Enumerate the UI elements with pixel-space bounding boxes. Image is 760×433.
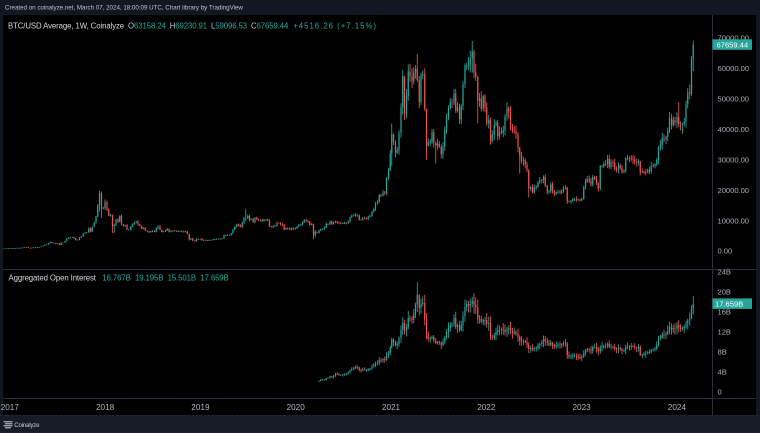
- svg-text:50000.00: 50000.00: [718, 95, 750, 104]
- svg-text:70000.00: 70000.00: [718, 34, 750, 43]
- svg-text:40000.00: 40000.00: [718, 125, 750, 134]
- svg-text:12B: 12B: [718, 328, 731, 337]
- svg-text:2022: 2022: [477, 403, 496, 412]
- svg-text:2020: 2020: [287, 403, 306, 412]
- svg-text:2018: 2018: [96, 403, 115, 412]
- svg-text:2021: 2021: [382, 403, 401, 412]
- svg-text:16B: 16B: [718, 308, 731, 317]
- svg-text:Coinalyze: Coinalyze: [14, 423, 40, 429]
- svg-text:67659.44: 67659.44: [717, 40, 749, 49]
- svg-text:2024: 2024: [668, 403, 687, 412]
- svg-text:2023: 2023: [572, 403, 591, 412]
- svg-text:0: 0: [718, 388, 722, 397]
- svg-text:20B: 20B: [718, 288, 731, 297]
- svg-text:8B: 8B: [718, 348, 727, 357]
- svg-text:24B: 24B: [718, 268, 731, 277]
- svg-text:20000.00: 20000.00: [718, 186, 750, 195]
- svg-text:BTC/USD Average, 1W, Coinalyze: BTC/USD Average, 1W, Coinalyze O63158.24 H…: [8, 22, 377, 31]
- svg-text:17.659B: 17.659B: [715, 300, 743, 309]
- svg-text:Created on coinalyze.net, Marc: Created on coinalyze.net, March 07, 2024…: [5, 4, 243, 11]
- svg-text:2017: 2017: [1, 403, 20, 412]
- svg-text:10000.00: 10000.00: [718, 216, 750, 225]
- svg-text:4B: 4B: [718, 368, 727, 377]
- svg-text:2019: 2019: [191, 403, 210, 412]
- svg-text:60000.00: 60000.00: [718, 64, 750, 73]
- svg-text:30000.00: 30000.00: [718, 155, 750, 164]
- svg-text:0.00: 0.00: [718, 247, 733, 256]
